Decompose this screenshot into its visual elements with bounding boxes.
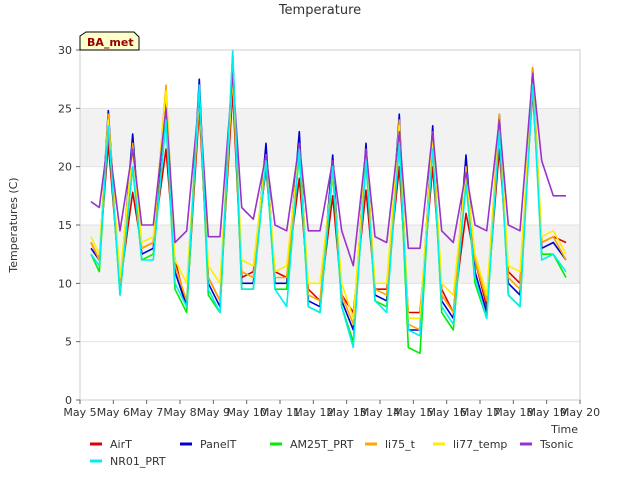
x-tick-label: May 6 [97, 406, 130, 419]
badge-label: BA_met [87, 36, 134, 49]
y-tick-label: 25 [58, 102, 72, 115]
legend-label: Tsonic [539, 438, 573, 451]
legend-label: NR01_PRT [110, 455, 166, 468]
legend: AirT PanelT AM25T_PRT li75_t li77_temp Tsonic… [90, 438, 573, 468]
legend-item-nr01-prt: NR01_PRT [90, 455, 166, 468]
legend-item-panelt: PanelT [180, 438, 237, 451]
y-tick-label: 30 [58, 44, 72, 57]
y-tick-label: 10 [58, 277, 72, 290]
badge-box [79, 31, 140, 51]
x-axis-label: Time [550, 423, 578, 436]
x-tick-label: May 10 [227, 406, 267, 419]
y-tick-label: 0 [65, 394, 72, 407]
x-tick-label: May 12 [293, 406, 333, 419]
legend-item-am25t-prt: AM25T_PRT [270, 438, 354, 451]
legend-item-li77-temp: li77_temp [433, 438, 507, 451]
y-axis-ticks: 0 5 10 15 20 25 30 [58, 44, 80, 407]
x-tick-label: May 14 [360, 406, 400, 419]
band-0 [80, 225, 580, 284]
legend-label: PanelT [200, 438, 237, 451]
x-tick-label: May 17 [460, 406, 500, 419]
legend-item-tsonic: Tsonic [520, 438, 573, 451]
series-line-tsonic [90, 72, 566, 267]
x-tick-label: May 15 [393, 406, 433, 419]
x-tick-label: May 9 [197, 406, 230, 419]
x-tick-label: May 13 [327, 406, 367, 419]
legend-label: li77_temp [453, 438, 507, 451]
y-tick-label: 5 [65, 336, 72, 349]
x-tick-label: May 7 [130, 406, 163, 419]
legend-item-li75-t: li75_t [365, 438, 416, 451]
series-lines [90, 49, 567, 355]
legend-label: AM25T_PRT [290, 438, 354, 451]
legend-label: li75_t [385, 438, 416, 451]
x-tick-label: May 19 [527, 406, 567, 419]
legend-label: AirT [110, 438, 132, 451]
legend-item-airt: AirT [90, 438, 132, 451]
x-tick-label: May 16 [427, 406, 467, 419]
x-tick-label: May 20 [560, 406, 600, 419]
chart-title: Temperature [278, 3, 361, 18]
x-tick-label: May 11 [260, 406, 300, 419]
x-tick-label: May 5 [63, 406, 96, 419]
x-tick-label: May 8 [163, 406, 196, 419]
x-tick-label: May 18 [493, 406, 533, 419]
y-axis-label: Temperatures (C) [7, 177, 20, 273]
band-1 [80, 108, 580, 167]
badge: BA_met [79, 31, 140, 51]
y-tick-label: 15 [58, 219, 72, 232]
series-line-nr01-prt [90, 49, 567, 349]
y-tick-label: 20 [58, 161, 72, 174]
